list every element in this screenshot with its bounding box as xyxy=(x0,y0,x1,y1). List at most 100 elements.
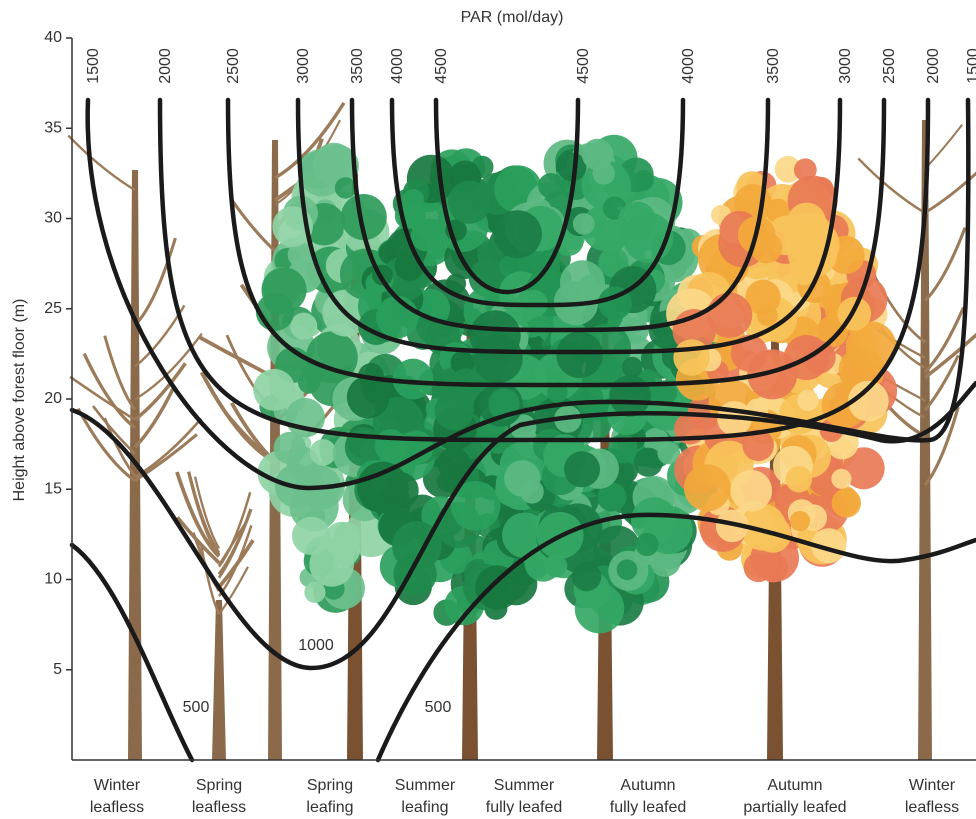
foliage xyxy=(790,259,817,286)
contour-line xyxy=(69,380,976,671)
contour-line xyxy=(433,97,581,295)
foliage xyxy=(437,447,471,481)
contour-label: 500 xyxy=(183,699,210,716)
contour-label: 500 xyxy=(425,699,452,716)
foliage xyxy=(312,142,356,185)
chart-title: PAR (mol/day) xyxy=(461,9,564,26)
foliage xyxy=(574,583,625,634)
trunk xyxy=(212,600,226,760)
foliage xyxy=(609,375,651,417)
contour-line xyxy=(389,97,686,308)
x-tick-label: Spring xyxy=(307,777,353,794)
contour-line xyxy=(295,97,843,355)
branch xyxy=(218,566,249,616)
branch xyxy=(133,362,187,422)
branch xyxy=(923,227,967,302)
branch xyxy=(274,101,346,180)
branch xyxy=(857,157,926,215)
foliage xyxy=(848,380,889,422)
branch xyxy=(923,406,960,487)
branch xyxy=(218,491,252,568)
foliage xyxy=(392,358,434,400)
foliage xyxy=(547,382,568,403)
foliage xyxy=(375,295,419,339)
branch xyxy=(92,405,136,455)
x-tick-label: leafing xyxy=(401,799,448,816)
foliage xyxy=(571,561,602,592)
y-tick-label: 40 xyxy=(44,29,62,46)
foliage xyxy=(334,177,357,199)
foliage xyxy=(842,447,885,490)
y-tick-label: 35 xyxy=(44,119,62,136)
foliage xyxy=(635,532,659,557)
y-tick-label: 20 xyxy=(44,390,62,407)
foliage xyxy=(564,451,601,488)
branch xyxy=(133,237,177,327)
foliage xyxy=(475,565,520,610)
contour-label: 3500 xyxy=(765,48,782,84)
foliage xyxy=(557,152,587,182)
foliage xyxy=(309,439,337,466)
y-tick-label: 25 xyxy=(44,300,62,317)
foliage xyxy=(305,331,358,384)
foliage xyxy=(597,482,627,512)
branch xyxy=(134,417,203,479)
foliage xyxy=(304,581,326,603)
branch xyxy=(231,199,277,253)
foliage xyxy=(292,516,331,556)
branch xyxy=(134,332,203,401)
foliage xyxy=(450,480,501,531)
foliage xyxy=(652,380,677,406)
foliage xyxy=(445,273,467,294)
foliage xyxy=(374,429,408,462)
contour-label: 4000 xyxy=(680,48,697,84)
foliage xyxy=(742,429,774,462)
x-tick-label: Spring xyxy=(196,777,242,794)
foliage xyxy=(477,240,504,268)
branch xyxy=(923,306,965,374)
x-tick-label: leafing xyxy=(306,799,353,816)
foliage xyxy=(410,221,441,252)
contour-label: 4000 xyxy=(389,48,406,84)
y-axis-label: Height above forest floor (m) xyxy=(11,299,28,502)
branch xyxy=(193,476,220,549)
contour-lines xyxy=(69,97,976,763)
foliage xyxy=(831,468,852,489)
x-tick-label: Autumn xyxy=(767,777,822,794)
foliage xyxy=(356,461,409,514)
branch xyxy=(103,417,137,478)
x-tick-label: leafless xyxy=(90,799,144,816)
foliage xyxy=(559,260,606,306)
foliage xyxy=(556,331,603,379)
foliage xyxy=(774,155,802,183)
foliage xyxy=(572,213,595,235)
foliage xyxy=(468,258,508,298)
foliage xyxy=(657,441,681,465)
foliage xyxy=(633,447,663,477)
contour-line xyxy=(69,542,195,763)
x-tick-label: Winter xyxy=(909,777,956,794)
foliage xyxy=(745,279,781,315)
contour-label: 3500 xyxy=(349,48,366,84)
y-tick-label: 10 xyxy=(44,571,62,588)
branch xyxy=(82,352,137,430)
foliage xyxy=(622,356,643,378)
foliage xyxy=(493,210,542,259)
foliage xyxy=(831,488,862,518)
contour-label: 1000 xyxy=(298,637,334,654)
y-tick-label: 5 xyxy=(53,661,62,678)
foliage xyxy=(845,321,897,373)
contour-label: 4500 xyxy=(575,48,592,84)
x-tick-label: Winter xyxy=(94,777,141,794)
x-tick-label: Summer xyxy=(494,777,555,794)
foliage xyxy=(816,315,849,348)
foliage xyxy=(739,504,787,551)
foliage xyxy=(309,542,355,587)
foliage xyxy=(730,469,773,512)
foliage xyxy=(683,464,731,512)
foliage xyxy=(434,391,474,431)
contour-line xyxy=(349,97,771,333)
branch xyxy=(189,476,221,554)
